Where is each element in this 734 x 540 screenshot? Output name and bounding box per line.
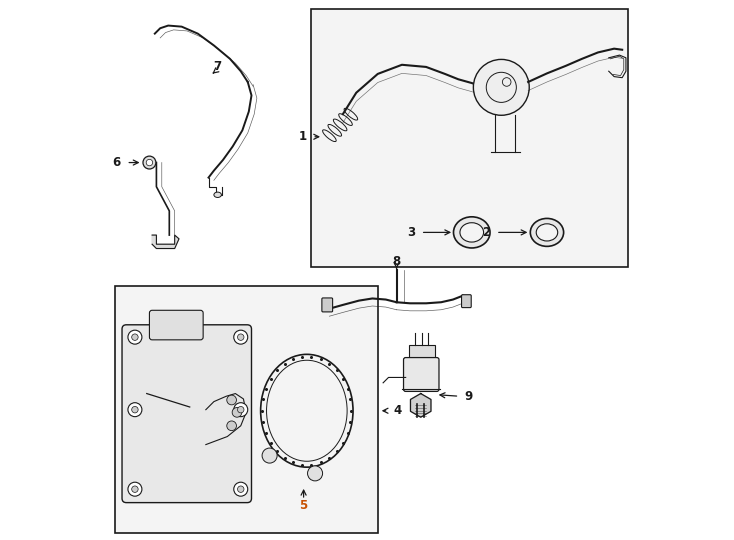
Text: 4: 4: [394, 404, 402, 417]
Ellipse shape: [460, 222, 484, 242]
Ellipse shape: [537, 224, 558, 241]
Text: 1: 1: [299, 130, 307, 143]
Circle shape: [238, 407, 244, 413]
Bar: [310, 9, 628, 267]
FancyBboxPatch shape: [322, 298, 333, 312]
Circle shape: [131, 486, 138, 492]
FancyBboxPatch shape: [462, 295, 471, 308]
Text: 7: 7: [214, 60, 222, 73]
Circle shape: [473, 59, 529, 115]
Text: 6: 6: [113, 156, 121, 169]
Circle shape: [128, 482, 142, 496]
Circle shape: [308, 466, 322, 481]
Circle shape: [146, 159, 153, 166]
Circle shape: [233, 403, 248, 417]
Circle shape: [233, 482, 248, 496]
Circle shape: [143, 156, 156, 169]
Ellipse shape: [266, 360, 347, 461]
Ellipse shape: [454, 217, 490, 248]
Circle shape: [131, 407, 138, 413]
Text: 2: 2: [482, 226, 490, 239]
FancyBboxPatch shape: [122, 325, 252, 503]
Text: 3: 3: [407, 226, 415, 239]
Circle shape: [131, 334, 138, 340]
Bar: [409, 345, 435, 361]
FancyBboxPatch shape: [150, 310, 203, 340]
Circle shape: [233, 330, 248, 344]
Text: 9: 9: [465, 390, 473, 403]
Text: 8: 8: [393, 255, 401, 268]
Circle shape: [227, 421, 236, 430]
FancyBboxPatch shape: [404, 357, 439, 392]
Circle shape: [238, 334, 244, 340]
Circle shape: [262, 448, 277, 463]
Circle shape: [238, 486, 244, 492]
Bar: [115, 286, 378, 533]
Circle shape: [232, 408, 241, 417]
Circle shape: [227, 395, 236, 405]
Text: 5: 5: [299, 499, 308, 512]
Ellipse shape: [531, 218, 564, 246]
Circle shape: [128, 330, 142, 344]
Polygon shape: [410, 394, 431, 417]
Circle shape: [128, 403, 142, 417]
Polygon shape: [152, 235, 179, 248]
Ellipse shape: [214, 192, 222, 198]
